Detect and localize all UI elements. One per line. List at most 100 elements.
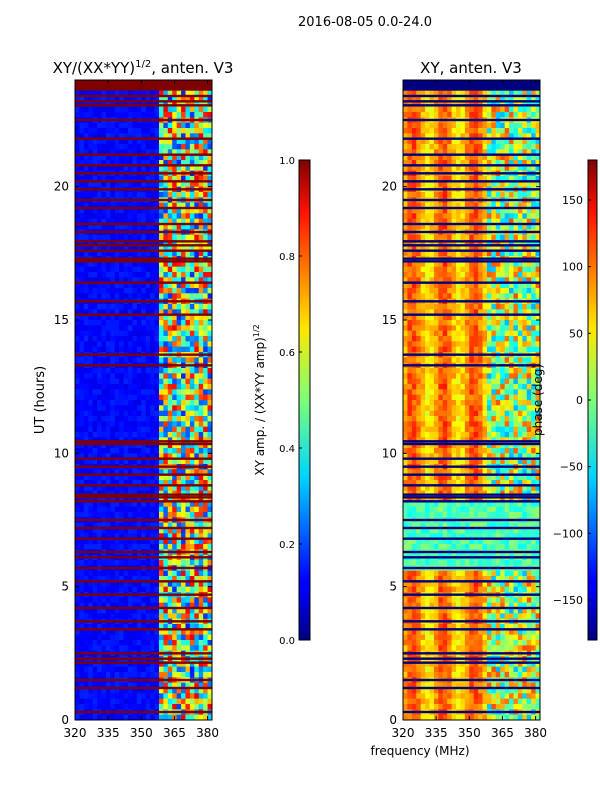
heatmap-cell [420, 261, 426, 268]
heatmap-cell [132, 672, 138, 678]
heatmap-cell [181, 304, 186, 310]
heatmap-cell [105, 645, 111, 652]
heatmap-cell [189, 448, 195, 454]
heatmap-cell [132, 624, 138, 630]
heatmap-cell [500, 96, 506, 102]
flagged-row [75, 566, 212, 570]
heatmap-cell [105, 682, 111, 689]
heatmap-cell [163, 128, 169, 134]
heatmap-cell [163, 394, 169, 401]
heatmap-cell [132, 533, 138, 540]
heatmap-cell [145, 314, 151, 321]
heatmap-cell [97, 325, 103, 332]
heatmap-cell [181, 704, 186, 710]
heatmap-cell [128, 538, 133, 545]
heatmap-cell [92, 576, 98, 582]
heatmap-cell [150, 357, 156, 364]
heatmap-cell [141, 629, 147, 636]
heatmap-cell [75, 426, 80, 433]
heatmap-cell [185, 202, 191, 209]
heatmap-cell [185, 506, 191, 513]
heatmap-cell [176, 133, 182, 140]
heatmap-cell [88, 458, 94, 465]
heatmap-cell [429, 149, 435, 156]
heatmap-cell [136, 661, 142, 668]
heatmap-cell [88, 426, 94, 433]
heatmap-cell [526, 266, 532, 273]
heatmap-cell [473, 266, 479, 273]
heatmap-cell [119, 645, 125, 652]
heatmap-cell [136, 698, 142, 705]
heatmap-cell [176, 378, 182, 385]
heatmap-cell [163, 357, 169, 364]
heatmap-cell [167, 672, 173, 678]
heatmap-cell [110, 314, 116, 321]
heatmap-cell [411, 176, 417, 182]
heatmap-cell [203, 138, 209, 145]
heatmap-cell [181, 346, 186, 353]
heatmap-cell [167, 373, 173, 380]
heatmap-cell [478, 218, 484, 225]
heatmap-cell [172, 597, 178, 604]
heatmap-cell [517, 138, 523, 145]
heatmap-cell [176, 224, 182, 230]
heatmap-cell [416, 224, 422, 230]
heatmap-cell [83, 314, 89, 321]
heatmap-cell [451, 224, 457, 230]
heatmap-cell [167, 469, 173, 476]
heatmap-cell [92, 421, 98, 428]
heatmap-cell [411, 122, 417, 129]
heatmap-cell [176, 442, 182, 449]
heatmap-cell [97, 389, 103, 396]
heatmap-cell [194, 149, 200, 156]
heatmap-cell [176, 613, 182, 620]
heatmap-cell [123, 149, 129, 156]
heatmap-cell [75, 261, 80, 268]
heatmap-cell [141, 309, 147, 316]
heatmap-cell [75, 672, 80, 678]
heatmap-cell [464, 240, 470, 246]
heatmap-cell [531, 218, 537, 225]
heatmap-cell [464, 224, 470, 230]
heatmap-cell [509, 106, 514, 113]
heatmap-cell [101, 624, 107, 630]
heatmap-cell [491, 245, 497, 252]
flagged-row [75, 686, 212, 690]
heatmap-cell [429, 112, 435, 118]
heatmap-cell [407, 122, 413, 129]
heatmap-cell [145, 714, 151, 720]
heatmap-cell [88, 432, 94, 438]
heatmap-cell [513, 261, 519, 268]
heatmap-cell [526, 213, 532, 220]
heatmap-cell [141, 416, 147, 422]
heatmap-cell [136, 325, 142, 332]
heatmap-cell [158, 346, 164, 353]
heatmap-cell [132, 576, 138, 582]
heatmap-cell [128, 202, 133, 209]
heatmap-cell [132, 213, 138, 220]
y-tick-label: 10 [54, 446, 69, 460]
heatmap-cell [478, 112, 484, 118]
heatmap-cell [433, 144, 439, 150]
heatmap-cell [101, 261, 107, 268]
heatmap-cell [97, 378, 103, 385]
heatmap-cell [154, 266, 160, 273]
heatmap-cell [522, 250, 528, 257]
heatmap-cell [176, 128, 182, 134]
heatmap-cell [478, 261, 484, 268]
heatmap-cell [172, 208, 178, 214]
heatmap-cell [92, 320, 98, 326]
heatmap-cell [75, 597, 80, 604]
heatmap-cell [110, 181, 116, 188]
heatmap-cell [158, 218, 164, 225]
heatmap-cell [478, 165, 484, 172]
heatmap-cell [189, 512, 195, 518]
heatmap-cell [119, 394, 125, 401]
heatmap-cell [176, 309, 182, 316]
heatmap-cell [513, 96, 519, 102]
heatmap-cell [163, 704, 169, 710]
heatmap-cell [429, 122, 435, 129]
heatmap-cell [203, 261, 209, 268]
heatmap-cell [123, 336, 129, 342]
heatmap-cell [185, 373, 191, 380]
